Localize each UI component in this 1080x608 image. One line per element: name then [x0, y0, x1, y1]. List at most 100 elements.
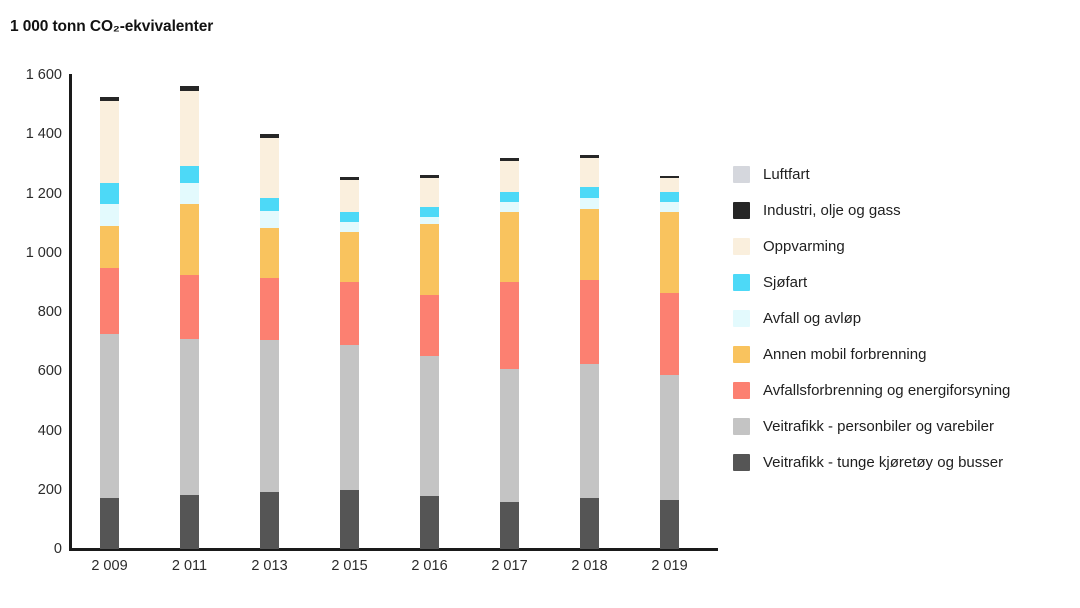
legend-item[interactable]: Veitrafikk - tunge kjøretøy og busser	[733, 444, 1073, 480]
bar-segment[interactable]	[500, 201, 519, 212]
x-axis-tick-label: 2 009	[91, 558, 128, 574]
legend-item[interactable]: Veitrafikk - personbiler og varebiler	[733, 408, 1073, 444]
bar-segment[interactable]	[420, 178, 439, 208]
x-axis-tick-label: 2 019	[651, 558, 688, 574]
legend-swatch-sjofart	[733, 273, 750, 291]
legend-item[interactable]: Oppvarming	[733, 228, 1073, 264]
bar-segment[interactable]	[100, 268, 119, 335]
bar-segment[interactable]	[580, 209, 599, 281]
bar-segment[interactable]	[340, 490, 359, 549]
x-axis-tick-label: 2 018	[571, 558, 608, 574]
bar-segment[interactable]	[260, 278, 279, 341]
bar-segment[interactable]	[340, 180, 359, 213]
legend-item[interactable]: Industri, olje og gass	[733, 192, 1073, 228]
bar-segment[interactable]	[500, 368, 519, 503]
legend-item[interactable]: Sjøfart	[733, 264, 1073, 300]
bar-segment[interactable]	[580, 280, 599, 365]
bar-segment[interactable]	[180, 86, 199, 92]
bar-segment[interactable]	[340, 282, 359, 345]
bar-segment[interactable]	[500, 211, 519, 282]
legend-item-label: Sjøfart	[763, 273, 808, 291]
bar-segment[interactable]	[420, 295, 439, 356]
bar-segment[interactable]	[420, 175, 439, 179]
bar-segment[interactable]	[100, 334, 119, 499]
bar-segment[interactable]	[500, 191, 519, 202]
bar-segment[interactable]	[580, 155, 599, 159]
bar-segment[interactable]	[260, 134, 279, 139]
bar-segment[interactable]	[100, 203, 119, 226]
bar-segment[interactable]	[260, 228, 279, 279]
bar-segment[interactable]	[180, 495, 199, 549]
legend-item[interactable]: Avfall og avløp	[733, 300, 1073, 336]
bar-segment[interactable]	[660, 293, 679, 376]
x-axis-tick-label: 2 016	[411, 558, 448, 574]
bar-2009[interactable]	[100, 97, 119, 549]
bar-segment[interactable]	[100, 97, 119, 102]
bar-segment[interactable]	[580, 158, 599, 188]
bar-segment[interactable]	[260, 340, 279, 493]
bar-segment[interactable]	[100, 498, 119, 549]
bar-segment[interactable]	[180, 166, 199, 184]
bar-2013[interactable]	[260, 134, 279, 549]
legend-item-label: Veitrafikk - tunge kjøretøy og busser	[763, 453, 1004, 471]
bar-segment[interactable]	[580, 364, 599, 499]
bar-segment[interactable]	[180, 91, 199, 167]
y-axis-tick-label: 1 000	[25, 244, 62, 261]
bar-segment[interactable]	[500, 160, 519, 192]
bar-2019[interactable]	[660, 175, 679, 549]
bar-segment[interactable]	[260, 198, 279, 212]
bar-segment[interactable]	[260, 211, 279, 229]
bar-segment[interactable]	[180, 338, 199, 496]
bar-segment[interactable]	[660, 177, 679, 192]
bar-segment[interactable]	[420, 224, 439, 296]
bar-segment[interactable]	[100, 183, 119, 204]
bar-2015[interactable]	[340, 177, 359, 549]
legend-swatch-industri	[733, 201, 750, 219]
bar-segment[interactable]	[180, 183, 199, 205]
bar-segment[interactable]	[260, 492, 279, 549]
bar-segment[interactable]	[660, 500, 679, 549]
y-axis-tick-label: 200	[37, 481, 62, 498]
plot-area: 1 600 1 400 1 200 1 000 800 600 400 200 0 2 009 2…	[25, 67, 718, 574]
bar-segment[interactable]	[660, 191, 679, 202]
bar-segment[interactable]	[420, 495, 439, 549]
bar-segment[interactable]	[660, 175, 679, 178]
legend-item[interactable]: Luftfart	[733, 156, 1073, 192]
y-axis-tick-label: 800	[37, 304, 62, 320]
bar-segment[interactable]	[100, 101, 119, 184]
bar-2018[interactable]	[580, 155, 599, 549]
bar-segment[interactable]	[340, 177, 359, 181]
bar-segment[interactable]	[660, 211, 679, 294]
bar-segment[interactable]	[580, 187, 599, 199]
bar-segment[interactable]	[660, 375, 679, 501]
legend-item[interactable]: Annen mobil forbrenning	[733, 336, 1073, 372]
legend: Luftfart Industri, olje og gass Oppvarming…	[733, 156, 1073, 480]
bar-segment[interactable]	[340, 212, 359, 223]
x-axis-line	[69, 548, 718, 551]
bar-segment[interactable]	[180, 204, 199, 275]
bar-2016[interactable]	[420, 175, 439, 549]
bar-segment[interactable]	[660, 201, 679, 212]
bar-segment[interactable]	[500, 157, 519, 161]
y-axis-tick-label: 1 200	[25, 185, 62, 202]
bar-segment[interactable]	[340, 344, 359, 491]
bar-segment[interactable]	[420, 355, 439, 496]
bar-segment[interactable]	[340, 232, 359, 283]
y-axis-tick-label: 0	[53, 541, 62, 557]
bar-segment[interactable]	[420, 217, 439, 225]
bar-2011[interactable]	[180, 86, 199, 549]
bar-2017[interactable]	[500, 157, 519, 549]
bar-segment[interactable]	[180, 275, 199, 339]
bar-segment[interactable]	[100, 225, 119, 269]
bar-segment[interactable]	[420, 207, 439, 218]
bar-segment[interactable]	[260, 138, 279, 199]
x-axis-tick-label: 2 017	[491, 558, 528, 574]
bar-segment[interactable]	[500, 281, 519, 369]
bar-segment[interactable]	[580, 198, 599, 210]
legend-item[interactable]: Avfallsforbrenning og energiforsyning	[733, 372, 1073, 408]
legend-item-label: Avfallsforbrenning og energiforsyning	[763, 381, 1011, 399]
bar-segment[interactable]	[340, 222, 359, 233]
bar-segment[interactable]	[580, 498, 599, 549]
bar-segment[interactable]	[500, 502, 519, 549]
legend-item-label: Annen mobil forbrenning	[763, 345, 927, 363]
